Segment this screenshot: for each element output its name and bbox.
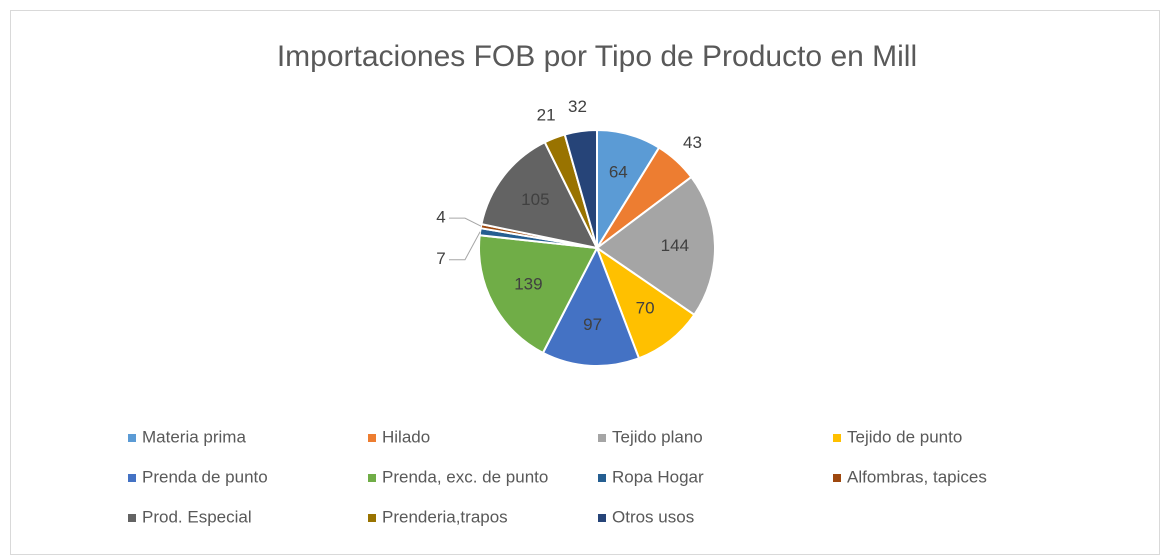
data-label: 7: [436, 249, 445, 268]
pie-slice: [480, 140, 599, 250]
legend-label: Prenderia,trapos: [382, 507, 508, 526]
legend-swatch: [128, 434, 136, 442]
pie-slice: [541, 245, 641, 367]
data-label: 21: [537, 105, 556, 124]
legend-swatch: [128, 514, 136, 522]
data-label: 97: [583, 315, 602, 334]
legend-label: Alfombras, tapices: [847, 467, 987, 486]
legend-swatch: [833, 474, 841, 482]
data-label: 64: [609, 163, 628, 182]
legend-label: Tejido de punto: [847, 427, 962, 446]
legend-swatch: [128, 474, 136, 482]
legend-swatch: [368, 474, 376, 482]
legend-swatch: [598, 514, 606, 522]
legend-swatch: [598, 474, 606, 482]
legend-swatch: [598, 434, 606, 442]
legend-label: Tejido plano: [612, 427, 703, 446]
data-label: 4: [436, 208, 445, 227]
leader-line: [449, 231, 481, 261]
legend-label: Prod. Especial: [142, 507, 252, 526]
data-label: 139: [514, 274, 542, 293]
legend-label: Prenda, exc. de punto: [382, 467, 548, 486]
data-label: 105: [521, 190, 549, 209]
legend-label: Materia prima: [142, 427, 246, 446]
pie-slice: [595, 175, 716, 317]
legend-swatch: [833, 434, 841, 442]
data-label: 43: [683, 133, 702, 152]
legend-swatch: [368, 514, 376, 522]
legend-label: Otros usos: [612, 507, 694, 526]
legend-label: Prenda de punto: [142, 467, 268, 486]
pie-slice: [563, 128, 598, 249]
leader-line: [449, 217, 482, 227]
data-label: 70: [636, 299, 655, 318]
data-label: 32: [568, 97, 587, 116]
data-label: 144: [661, 236, 689, 255]
legend-label: Hilado: [382, 427, 430, 446]
legend-label: Ropa Hogar: [612, 467, 704, 486]
pie-slice: [478, 234, 599, 355]
chart-title: Importaciones FOB por Tipo de Producto e…: [277, 40, 917, 73]
legend-swatch: [368, 434, 376, 442]
